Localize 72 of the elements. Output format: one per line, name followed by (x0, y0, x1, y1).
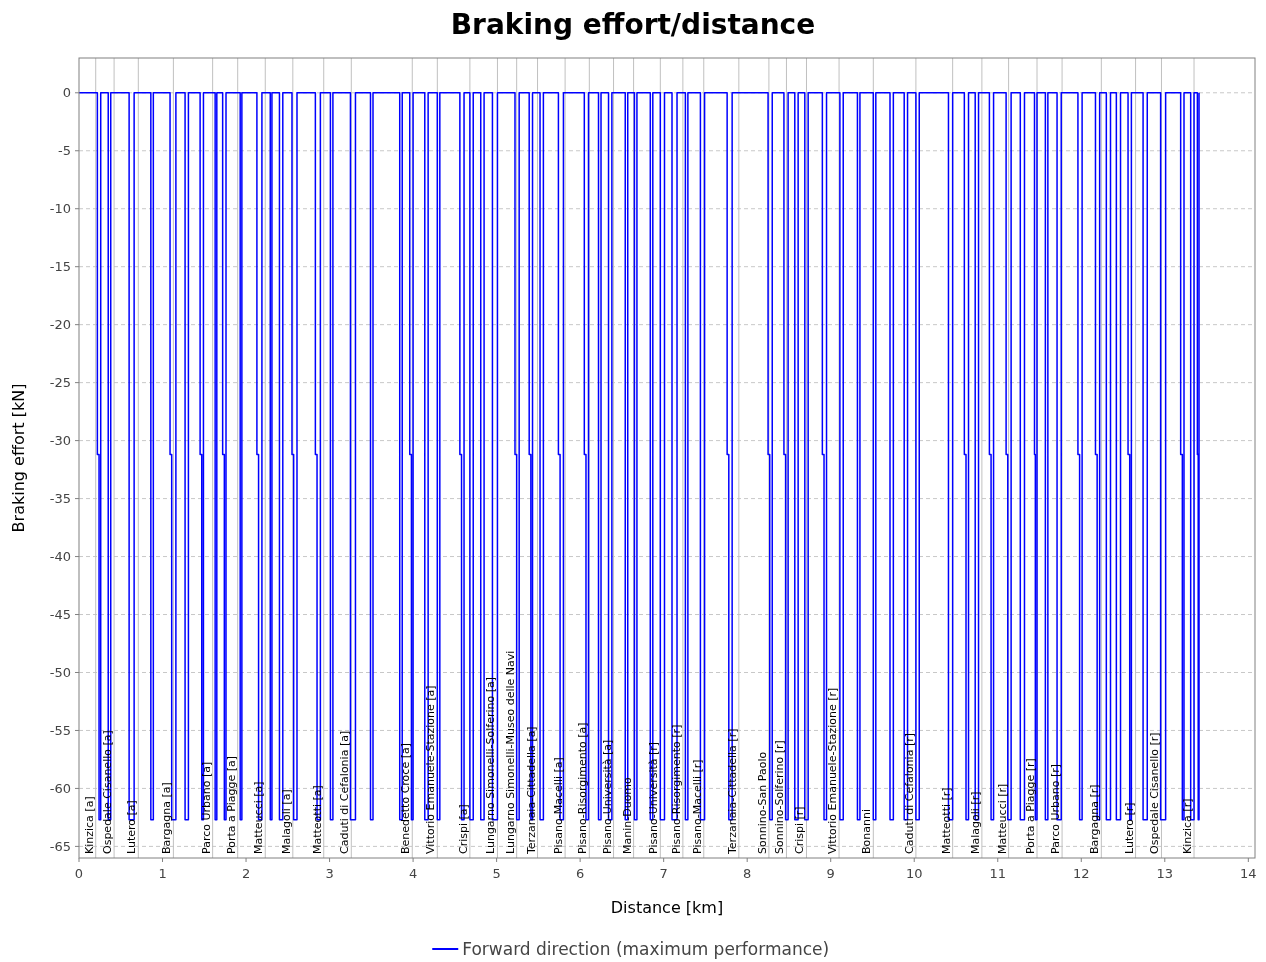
chart-title: Braking effort/distance (450, 8, 816, 41)
x-tick-label: 4 (408, 866, 418, 881)
ref-line-label: Bonanni (860, 809, 874, 854)
ref-line-label: Matteotti [r] (939, 787, 953, 854)
x-tick-label: 0 (74, 866, 84, 881)
x-tick-label: 10 (905, 866, 923, 881)
ref-line-label: Lutero [r] (1122, 802, 1136, 854)
ref-line-label: Bargagna [a] (160, 782, 174, 854)
x-tick-label: 5 (492, 866, 501, 881)
y-tick-label: -10 (49, 201, 71, 217)
ref-line-label: Vittorio Emanuele-Stazione [r] (826, 687, 840, 854)
ref-line-label: Porta a Piagge [a] (224, 755, 238, 854)
ref-line-label: Benedetto Croce [a] (399, 743, 413, 854)
y-tick-label: -5 (58, 143, 71, 159)
ref-line-label: Pisano-Università [r] (647, 741, 661, 854)
ref-line-label: Pisano-Macelli [r] (690, 759, 704, 854)
y-axis-title: Braking effort [kN] (9, 383, 28, 533)
x-tick-label: 13 (1156, 866, 1174, 881)
ref-line-label: Malagoli [a] (279, 789, 293, 854)
ref-line-label: Pisano-Risorgimento [a] (576, 722, 590, 854)
y-tick-label: -30 (49, 433, 71, 449)
ref-line-label: Pisano-Macelli [a] (552, 757, 566, 854)
ref-line-label: Ospedale Cisanello [a] (101, 730, 115, 854)
x-tick-label: 6 (576, 866, 585, 881)
ref-line-label: Lungarno Simonelli-Museo delle Navi (503, 650, 517, 854)
y-tick-label: -50 (49, 665, 71, 681)
ref-line-label: Kinzica [r] (1181, 798, 1195, 854)
ref-line-label: Parco Urbano [r] (1049, 763, 1063, 854)
ref-line-label: Porta a Piagge [r] (1024, 758, 1038, 854)
y-tick-label: -60 (49, 780, 71, 796)
x-tick-label: 9 (826, 866, 835, 881)
ref-line-label: Terzanaia-Cittadella [r] (725, 728, 739, 855)
ref-line-label: Crispi [r] (793, 806, 807, 854)
x-tick-label: 8 (743, 866, 752, 881)
y-tick-label: -15 (49, 259, 71, 275)
ref-line-label: Ospedale Cisanello [r] (1148, 732, 1162, 854)
ref-line-label: Matteotti [a] (310, 785, 324, 854)
ref-line-label: Malagoli [r] (968, 791, 982, 854)
y-tick-label: -25 (49, 375, 71, 391)
ref-line-label: Caduti di Cefalonia [r] (902, 733, 916, 854)
x-tick-label: 7 (659, 866, 668, 881)
ref-line-label: Parco Urbano [a] (199, 761, 213, 854)
ref-line-label: Crispi [a] (456, 804, 470, 854)
ref-line-label: Manin-Duomo (620, 776, 634, 854)
y-tick-label: -35 (49, 491, 71, 507)
ref-line-label: Matteucci [a] (252, 781, 266, 854)
x-tick-label: 2 (241, 866, 251, 881)
ref-line-label: Caduti di Cefalonia [a] (338, 730, 352, 854)
legend-label: Forward direction (maximum performance) (462, 938, 830, 959)
ref-line-label: Vittorio Emanuele-Stazione [a] (424, 685, 438, 854)
x-tick-label: 14 (1240, 866, 1257, 881)
y-tick-label: 0 (62, 85, 71, 101)
ref-line-label: Bargagna [r] (1088, 784, 1102, 854)
ref-line-label: Sonnino-Solferino [r] (773, 740, 787, 854)
ref-line-label: Matteucci [r] (995, 783, 1009, 854)
x-axis-title: Distance [km] (610, 898, 724, 917)
ref-line-label: Pisano-Risorgimento [r] (669, 724, 683, 854)
ref-line-label: Sonnino-San Paolo (755, 751, 769, 854)
ref-line-label: Lungarno Simonelli-Solferino [a] (484, 677, 498, 854)
ref-line-label: Pisano-Università [a] (600, 739, 614, 854)
x-tick-label: 12 (1073, 866, 1090, 881)
y-tick-label: -65 (49, 838, 71, 854)
ref-line-label: Lutero [a] (125, 800, 139, 854)
ref-line-label: Kinzica [a] (82, 796, 96, 854)
x-tick-label: 11 (989, 866, 1007, 881)
x-tick-label: 3 (325, 866, 334, 881)
y-tick-label: -40 (49, 549, 71, 565)
y-tick-label: -45 (49, 607, 71, 623)
ref-line-label: Terzanaia-Cittadella [a] (524, 726, 538, 855)
y-tick-label: -20 (49, 317, 71, 333)
y-tick-label: -55 (49, 723, 71, 739)
x-tick-label: 1 (158, 866, 167, 881)
